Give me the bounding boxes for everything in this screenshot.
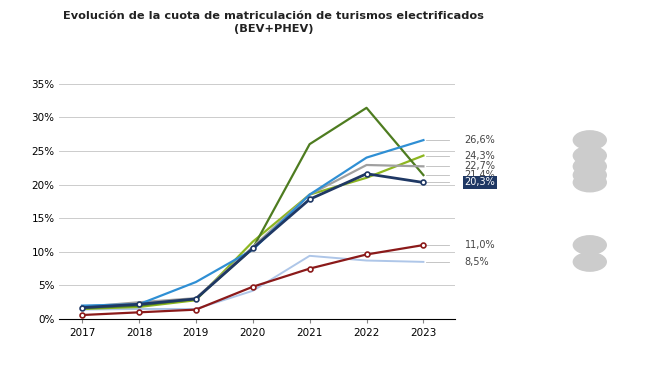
Text: 🇮🇹: 🇮🇹 bbox=[581, 255, 598, 269]
Text: 11,0%: 11,0% bbox=[465, 240, 495, 250]
Text: 🇪🇺: 🇪🇺 bbox=[581, 175, 598, 190]
Text: 🇪🇸: 🇪🇸 bbox=[581, 238, 598, 252]
Text: 22,7%: 22,7% bbox=[465, 161, 496, 171]
Text: 🇫🇷: 🇫🇷 bbox=[581, 148, 598, 162]
Text: 20,3%: 20,3% bbox=[465, 177, 496, 187]
Text: 🇩🇪: 🇩🇪 bbox=[581, 168, 598, 182]
Text: 26,6%: 26,6% bbox=[465, 135, 496, 145]
Text: 🇬🇧: 🇬🇧 bbox=[581, 160, 598, 173]
Text: Evolución de la cuota de matriculación de turismos electrificados
(BEV+PHEV): Evolución de la cuota de matriculación d… bbox=[63, 11, 484, 35]
Text: 8,5%: 8,5% bbox=[465, 257, 489, 267]
Text: 24,3%: 24,3% bbox=[465, 151, 496, 161]
Text: 21,4%: 21,4% bbox=[465, 170, 496, 180]
Text: 🇵🇹: 🇵🇹 bbox=[581, 133, 598, 147]
